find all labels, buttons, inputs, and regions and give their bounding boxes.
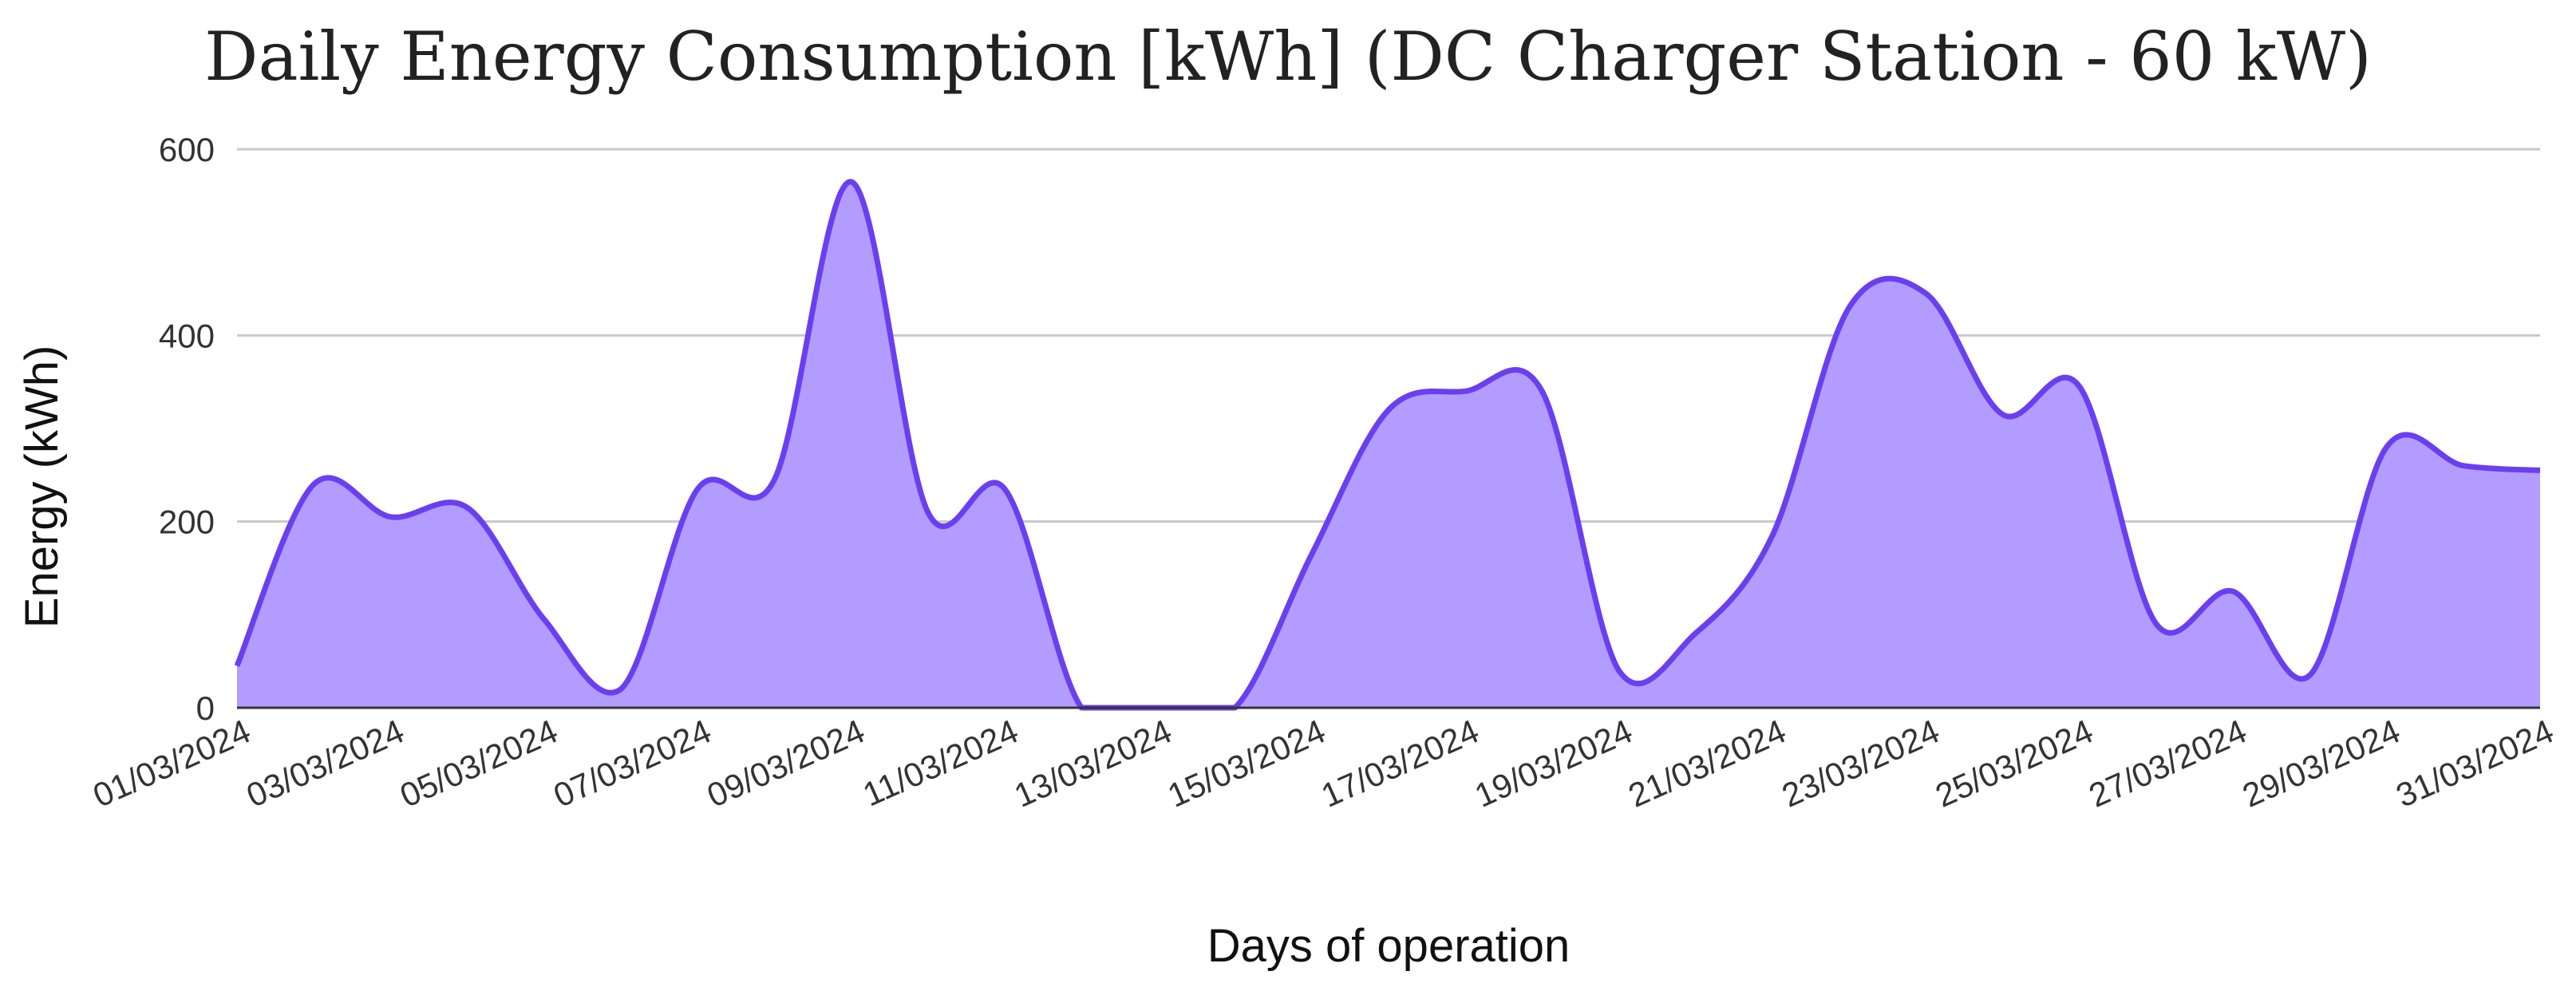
x-tick-labels: 01/03/202403/03/202405/03/202407/03/2024… — [87, 712, 2558, 814]
y-tick-label: 0 — [196, 689, 215, 727]
y-tick-label: 600 — [159, 131, 215, 168]
y-tick-label: 400 — [159, 317, 215, 354]
x-tick-label: 31/03/2024 — [2390, 712, 2558, 814]
x-tick-label: 15/03/2024 — [1162, 712, 1330, 814]
x-tick-label: 21/03/2024 — [1622, 712, 1791, 814]
x-tick-label: 05/03/2024 — [394, 712, 563, 814]
x-tick-label: 03/03/2024 — [241, 712, 409, 814]
x-tick-label: 09/03/2024 — [701, 712, 870, 814]
x-axis-label: Days of operation — [1207, 920, 1570, 972]
series-line — [234, 179, 2541, 711]
x-tick-label: 23/03/2024 — [1776, 712, 1945, 814]
chart-title: Daily Energy Consumption [kWh] (DC Charg… — [204, 18, 2372, 96]
x-tick-label: 29/03/2024 — [2237, 712, 2405, 814]
x-tick-label: 07/03/2024 — [548, 712, 717, 814]
x-tick-label: 25/03/2024 — [1930, 712, 2098, 814]
y-tick-label: 200 — [159, 503, 215, 541]
y-tick-labels: 0 200 400 600 — [159, 131, 215, 727]
x-tick-label: 13/03/2024 — [1009, 712, 1177, 814]
area-fill — [237, 181, 2540, 709]
x-tick-label: 27/03/2024 — [2084, 712, 2252, 814]
x-tick-label: 11/03/2024 — [857, 712, 1023, 813]
x-tick-label: 17/03/2024 — [1316, 712, 1484, 814]
y-axis-label: Energy (kWh) — [16, 345, 68, 629]
x-tick-label: 01/03/2024 — [87, 712, 255, 814]
x-tick-label: 19/03/2024 — [1469, 712, 1638, 814]
